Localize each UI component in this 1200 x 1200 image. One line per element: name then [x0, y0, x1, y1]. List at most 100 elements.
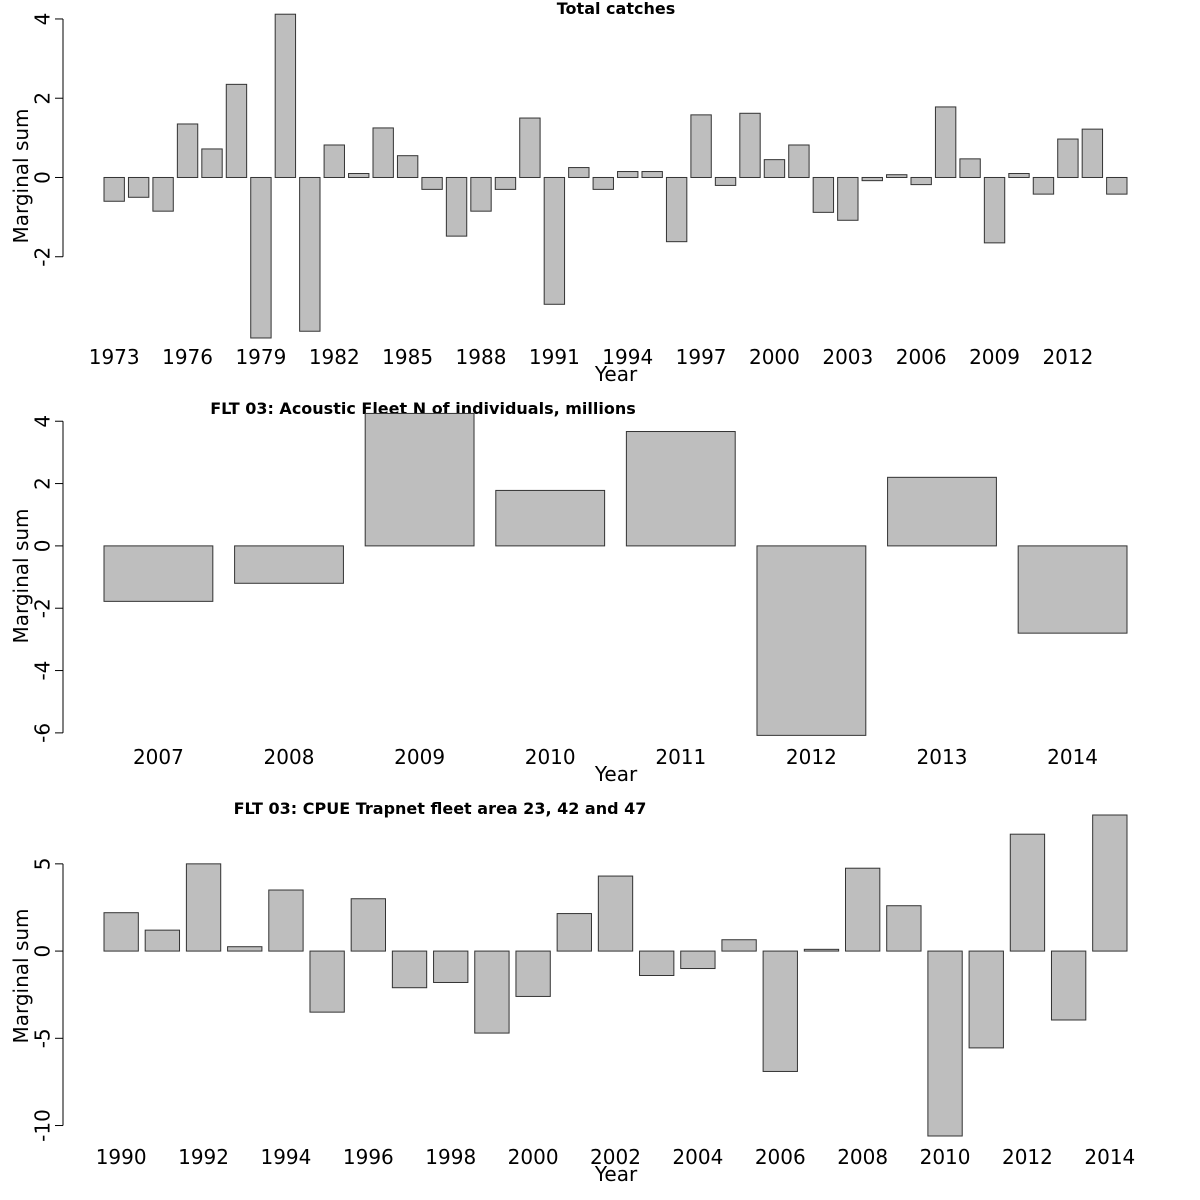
x-tick-label: 2000 — [749, 345, 800, 369]
bar-1976 — [176, 123, 199, 178]
bar-2007 — [803, 948, 840, 952]
bar-1973 — [103, 176, 125, 202]
bar-2000 — [763, 159, 786, 178]
bar-1984 — [372, 127, 394, 178]
y-axis-title: Marginal sum — [9, 108, 33, 243]
y-tick-label: 4 — [31, 13, 55, 26]
y-tick-label: 2 — [31, 92, 55, 105]
x-tick-label: 1979 — [235, 345, 286, 369]
x-tick-label: 1994 — [260, 1145, 311, 1169]
bar-1974 — [127, 176, 150, 198]
bar-2004 — [680, 950, 716, 970]
bar-1986 — [421, 176, 443, 190]
y-tick-label: 4 — [31, 415, 55, 428]
x-tick-label: 2004 — [672, 1145, 723, 1169]
y-tick-label: 5 — [31, 857, 55, 870]
y-axis-title: Marginal sum — [9, 908, 33, 1043]
bar-1990 — [103, 912, 139, 952]
bar-2011 — [968, 950, 1004, 1049]
panel-cpue-trapnet: FLT 03: CPUE Trapnet fleet area 23, 42 a… — [9, 799, 1135, 1186]
x-tick-label: 1997 — [676, 345, 727, 369]
x-tick-label: 1992 — [178, 1145, 229, 1169]
bar-1997 — [391, 950, 428, 989]
x-tick-label: 1976 — [162, 345, 213, 369]
bar-2011 — [1032, 176, 1055, 195]
bar-1977 — [201, 148, 223, 178]
bar-1994 — [617, 171, 639, 178]
bar-1997 — [690, 114, 712, 178]
y-tick-label: -2 — [31, 598, 55, 618]
bar-1980 — [274, 13, 297, 178]
x-tick-label: 2003 — [822, 345, 873, 369]
bar-2014 — [1106, 176, 1128, 195]
bar-1975 — [152, 176, 174, 212]
bar-2014 — [1017, 545, 1128, 634]
y-tick-label: -6 — [31, 723, 55, 743]
x-tick-label: 2008 — [264, 745, 315, 769]
bar-1987 — [445, 176, 468, 237]
x-tick-label: 2013 — [917, 745, 968, 769]
bar-2010 — [495, 489, 606, 547]
x-axis-title: Year — [594, 362, 638, 386]
y-tick-label: 0 — [31, 171, 55, 184]
y-axis-title: Marginal sum — [9, 508, 33, 643]
bar-1989 — [494, 176, 517, 190]
bar-1991 — [144, 929, 181, 952]
x-tick-label: 1973 — [89, 345, 140, 369]
bar-1998 — [714, 176, 737, 186]
x-tick-label: 2012 — [1002, 1145, 1053, 1169]
bar-2002 — [597, 875, 634, 952]
bar-2012 — [1057, 138, 1079, 178]
y-tick-label: 0 — [31, 540, 55, 553]
bar-2001 — [556, 913, 592, 952]
x-tick-label: 2008 — [837, 1145, 888, 1169]
bar-1990 — [519, 117, 541, 178]
y-tick-label: 2 — [31, 477, 55, 490]
bar-1996 — [350, 898, 387, 952]
bar-1992 — [185, 863, 222, 952]
bar-2013 — [1081, 128, 1104, 178]
y-tick-label: -5 — [31, 1028, 55, 1048]
x-tick-label: 2014 — [1084, 1145, 1135, 1169]
x-axis-title: Year — [594, 762, 638, 786]
bar-2012 — [756, 545, 867, 736]
bar-2009 — [886, 905, 922, 952]
bar-1994 — [268, 889, 304, 952]
x-axis-title: Year — [594, 1162, 638, 1186]
bar-2005 — [721, 939, 757, 952]
x-tick-label: 2000 — [508, 1145, 559, 1169]
bar-2010 — [1008, 173, 1030, 178]
chart-title: FLT 03: Acoustic Fleet N of individuals,… — [210, 399, 636, 418]
bar-1981 — [299, 176, 321, 332]
x-tick-label: 1991 — [529, 345, 580, 369]
bar-2006 — [762, 950, 798, 1072]
x-tick-label: 2006 — [755, 1145, 806, 1169]
bar-1992 — [568, 167, 590, 178]
bar-2013 — [1050, 950, 1087, 1021]
y-tick-label: -10 — [31, 1109, 55, 1142]
bar-1985 — [396, 155, 419, 178]
x-tick-label: 2002 — [590, 1145, 641, 1169]
chart-title: Total catches — [557, 0, 675, 18]
y-tick-label: -4 — [31, 661, 55, 681]
bar-2002 — [812, 176, 835, 213]
chart-title: FLT 03: CPUE Trapnet fleet area 23, 42 a… — [234, 799, 647, 818]
bar-2009 — [364, 412, 475, 547]
bar-2012 — [1009, 833, 1046, 952]
x-tick-label: 2006 — [896, 345, 947, 369]
bar-2003 — [639, 950, 675, 977]
bar-2004 — [861, 176, 883, 182]
bar-1978 — [225, 83, 248, 178]
x-tick-label: 1994 — [602, 345, 653, 369]
bar-2003 — [837, 176, 859, 221]
panel-acoustic-fleet: FLT 03: Acoustic Fleet N of individuals,… — [9, 399, 1128, 786]
bar-1982 — [323, 144, 345, 178]
x-tick-label: 1982 — [309, 345, 360, 369]
bar-2011 — [625, 431, 736, 547]
bar-1988 — [470, 176, 492, 212]
bar-1983 — [348, 173, 370, 178]
bar-2010 — [927, 950, 963, 1137]
x-tick-label: 1988 — [456, 345, 507, 369]
bar-2007 — [103, 545, 214, 602]
